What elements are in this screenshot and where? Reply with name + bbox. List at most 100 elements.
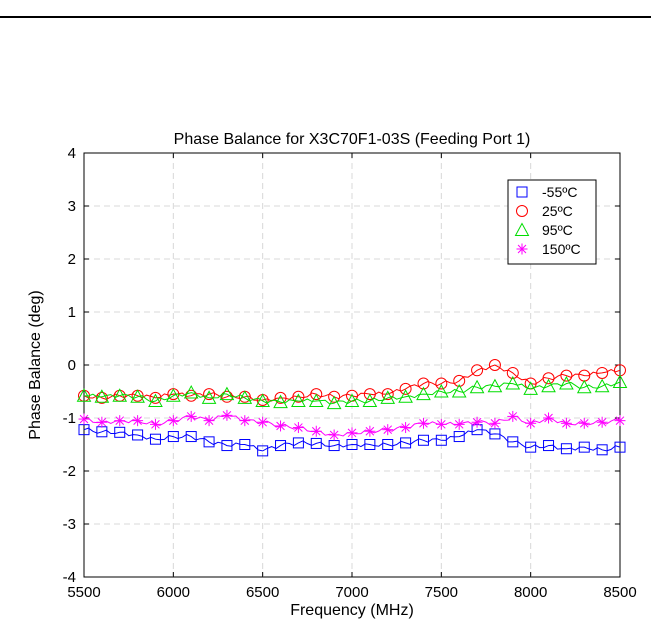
series-2-point [308,393,324,408]
x-axis-label: Frequency (MHz) [290,602,414,619]
y-tick-label: 0 [68,357,76,374]
series-2-point [433,383,449,398]
series-1-point [310,388,323,401]
y-tick-label: -4 [63,569,76,586]
series-2-point [451,383,467,398]
series-0-point [435,434,447,446]
y-tick-label: 3 [68,198,76,215]
series-0-point [453,431,465,443]
legend-marker-1 [516,205,528,217]
series-0-point [596,444,608,456]
series-1-point [95,391,108,404]
series-3-point [78,413,90,425]
series-0-point [560,443,572,455]
series-3-point [400,422,412,434]
series-1-point [399,382,412,395]
x-tick-label: 5500 [67,584,100,601]
series-0-point [275,440,287,452]
series-1-point [203,388,216,401]
legend-marker-0 [516,186,528,198]
series-2-point [344,393,360,408]
y-tick-label: -3 [63,516,76,533]
series-2-point [594,378,610,393]
legend-label-1: 25ºC [542,203,573,219]
series-2-point [505,376,521,390]
series-0-point [507,436,519,448]
series-3-point [507,410,519,422]
x-tick-label: 8000 [514,584,547,601]
series-2-point [273,394,288,409]
series-1-point [596,366,609,379]
series-0-point [489,428,501,440]
series-3-point [167,415,179,427]
y-axis-label: Phase Balance (deg) [27,290,44,439]
series-3-point [203,415,215,427]
series-3-point [560,417,572,429]
series-1-point [292,390,305,403]
series-0-point [239,439,251,450]
series-2-point [398,389,413,403]
series-0-point [578,441,590,453]
series-1-point [274,391,287,404]
series-1-point [453,374,466,387]
series-2-point [541,378,556,393]
series-0-point [167,431,179,443]
y-tick-label: 1 [68,304,76,321]
series-3-point [596,416,608,428]
series-3-point [221,409,233,421]
series-0-point [328,440,340,452]
series-2-point [148,393,163,408]
series-2-point [362,393,378,408]
y-tick-label: 2 [68,251,76,268]
series-line-0 [83,427,621,452]
series-2-point [523,381,539,395]
series-0-point [114,426,126,438]
series-1-point [363,388,376,401]
series-2-point [130,389,145,403]
series-3-point [114,415,126,427]
series-2-point [326,395,342,410]
legend-label-3: 150ºC [542,241,581,257]
series-2-point [559,376,574,390]
series-0-point [132,429,144,441]
series-0-point [382,439,394,450]
series-3-point [292,422,304,434]
series-2-point [94,389,110,403]
series-3-point [328,429,340,441]
series-2-point [416,386,431,401]
series-1-point [488,359,501,371]
series-0-point [203,436,215,448]
series-3-point [132,415,144,427]
series-2-point [469,379,485,394]
series-1-point [542,372,555,385]
y-tick-label: -1 [63,410,76,427]
series-3-point [257,416,269,428]
series-0-point [614,441,626,453]
series-0-point [149,433,161,445]
x-tick-label: 6000 [157,584,190,601]
series-2-point [255,393,271,408]
series-1-point [328,390,341,403]
series-2-point [487,378,503,393]
series-1-point [381,388,394,401]
series-0-point [543,440,555,452]
series-2-point [612,374,628,388]
series-0-point [364,439,376,450]
legend-marker-2 [514,222,530,236]
series-1-point [435,377,448,390]
series-3-point [435,418,447,430]
x-tick-label: 7500 [425,584,458,601]
series-3-point [525,417,537,429]
series-3-point [489,417,501,429]
series-2-point [112,388,128,402]
series-2-point [291,393,306,408]
legend-label-2: 95ºC [542,222,573,238]
series-0-point [185,431,197,443]
series-2-point [219,386,235,401]
series-3-point [471,416,483,428]
series-3-point [310,425,322,437]
top-rule [0,16,651,18]
series-3-point [346,427,358,439]
series-0-point [257,445,269,457]
